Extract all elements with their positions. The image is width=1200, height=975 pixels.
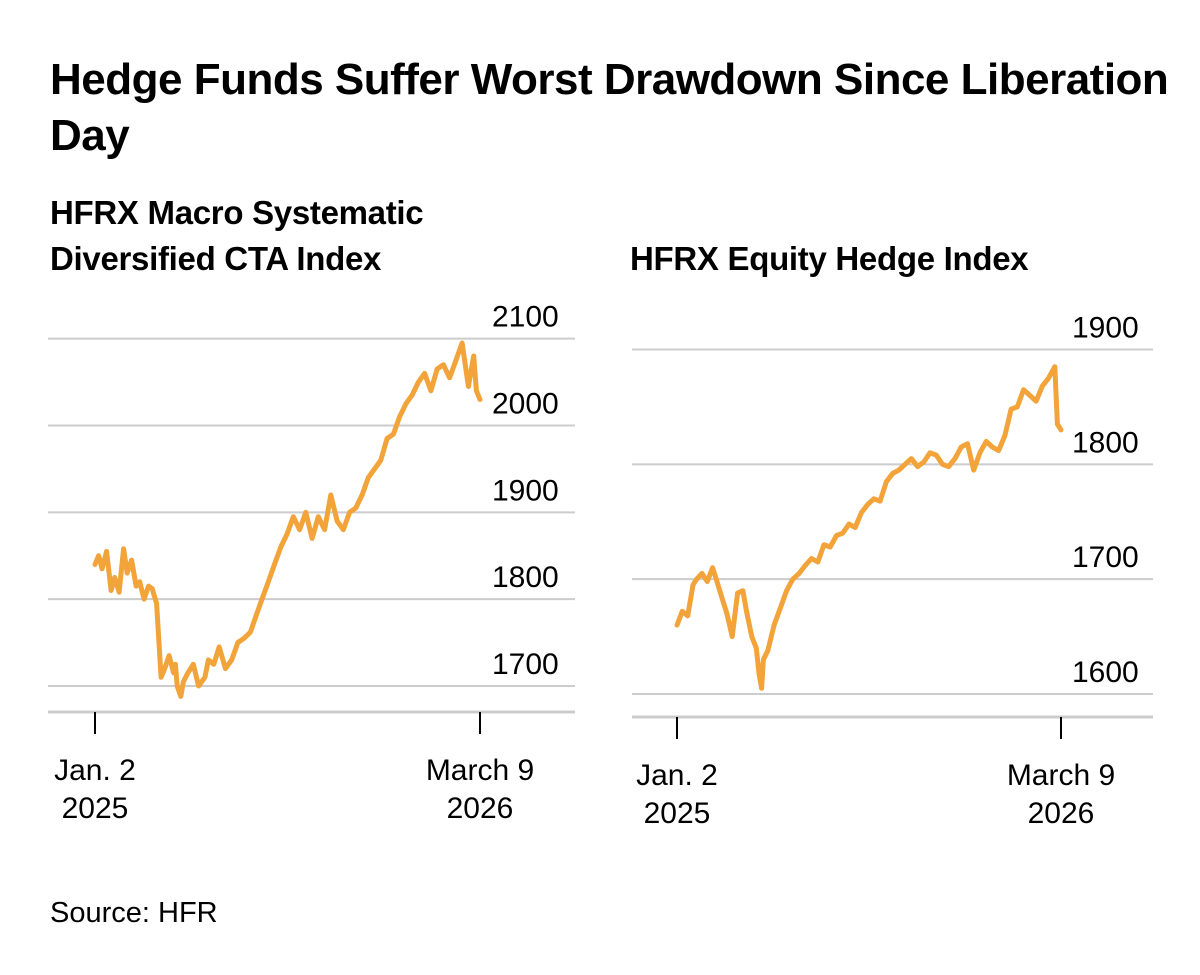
series-line (674, 364, 1064, 691)
y-tick-label: 1800 (1072, 426, 1139, 459)
y-tick-label: 1900 (1072, 311, 1139, 344)
y-tick-label: 1700 (492, 648, 559, 681)
y-tick-label: 1600 (1072, 656, 1139, 689)
y-tick-label: 2100 (492, 301, 559, 334)
y-tick-label: 1800 (492, 561, 559, 594)
y-tick-label: 2000 (492, 388, 559, 421)
x-tick-label: Jan. 2 2025 (54, 754, 136, 825)
source-note: Source: HFR (50, 897, 218, 929)
x-tick-label: March 9 2026 (426, 754, 534, 825)
y-tick-label: 1900 (492, 474, 559, 507)
x-tick-label: March 9 2026 (1007, 759, 1115, 830)
chart-title-cta: HFRX Macro Systematic Diversified CTA In… (50, 194, 424, 277)
y-tick-label: 1700 (1072, 541, 1139, 574)
cta-index-chart: 1700 1800 1900 2000 2100 Jan. 2 2025 March 9 202… (48, 301, 575, 825)
chart-title-equity-hedge: HFRX Equity Hedge Index (630, 240, 1029, 277)
x-tick-label: Jan. 2 2025 (636, 759, 718, 830)
headline: Hedge Funds Suffer Worst Drawdown Since … (50, 55, 1169, 160)
equity-hedge-index-chart: 1600 1700 1800 1900 Jan. 2 2025 March 9 2026 (632, 311, 1153, 830)
series-line (92, 340, 483, 699)
